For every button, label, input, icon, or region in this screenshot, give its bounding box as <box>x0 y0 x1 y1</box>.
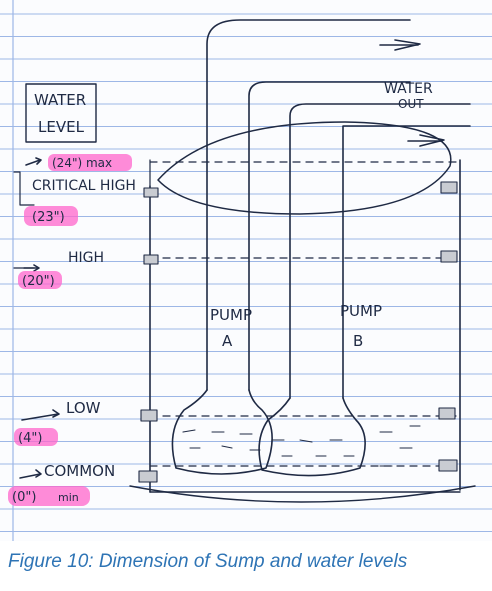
highlight-low-value <box>14 428 58 446</box>
pump-b-label-line2: B <box>353 332 363 350</box>
highlight-max <box>48 154 132 171</box>
pump-b-body <box>258 397 366 477</box>
highlight-common-value <box>8 486 90 506</box>
critical-high-value: (23") <box>32 210 65 225</box>
max-arrowhead <box>35 157 42 165</box>
water-out-line1: WATER <box>384 81 433 97</box>
water-level-box <box>25 83 97 143</box>
common-value: (0") <box>12 490 36 505</box>
common-min-label: min <box>58 491 79 504</box>
max-arrow <box>25 159 41 166</box>
common-arrow <box>19 473 41 479</box>
common-arrowhead <box>35 469 42 478</box>
pump-a-outlet-arrow <box>394 39 421 51</box>
pump-b-water-dashes <box>271 439 355 457</box>
water-level-line1: WATER <box>34 91 86 109</box>
pump-a-body <box>171 389 273 475</box>
sensor-left-common <box>138 470 158 483</box>
pump-b-pipe-inner <box>342 125 471 399</box>
critical-bracket <box>13 171 35 206</box>
pump-b-outlet-arrow <box>419 134 445 147</box>
pump-a-label-line1: PUMP <box>210 306 252 324</box>
common-label: COMMON <box>44 462 115 480</box>
sump-diagram: WATER LEVEL WATER OUT (24") max CRITICAL… <box>0 0 492 541</box>
sump-base-curve <box>129 485 476 503</box>
figure-caption: Figure 10: Dimension of Sump and water l… <box>8 551 408 572</box>
sensor-right-common <box>438 459 458 472</box>
max-label: (24") max <box>52 156 112 170</box>
sump-top-ellipse <box>157 121 452 215</box>
sump-water-dashes <box>379 425 421 467</box>
pump-a-pipe-outer <box>206 19 411 391</box>
sensor-right-high <box>440 250 458 263</box>
high-value: (20") <box>22 274 55 289</box>
water-level-line2: LEVEL <box>38 118 85 136</box>
sensor-left-high <box>143 254 159 265</box>
pump-a-label-line2: A <box>222 332 233 350</box>
high-label: HIGH <box>68 250 104 266</box>
high-arrowhead <box>33 264 40 272</box>
sensor-left-critical <box>143 187 159 198</box>
sensor-right-critical <box>440 181 458 194</box>
critical-high-label: CRITICAL HIGH <box>32 178 136 194</box>
pump-a-pipe-inner <box>248 81 411 391</box>
low-label: LOW <box>66 399 101 417</box>
sump-sketch: WATER LEVEL WATER OUT (24") max CRITICAL… <box>0 0 492 541</box>
pump-a-water-dashes <box>182 429 261 451</box>
low-arrow <box>21 413 59 421</box>
highlight-high-value <box>18 271 62 289</box>
water-out-line2: OUT <box>398 97 424 111</box>
low-arrowhead <box>52 409 60 418</box>
sensor-left-low <box>140 409 158 422</box>
paper-background <box>0 0 492 541</box>
pump-b-label-line1: PUMP <box>340 302 382 320</box>
sensor-right-low <box>438 407 456 420</box>
pump-b-pipe-outer <box>289 103 471 399</box>
ruled-lines <box>0 13 492 532</box>
low-value: (4") <box>18 431 42 446</box>
highlight-critical-value <box>24 206 78 226</box>
